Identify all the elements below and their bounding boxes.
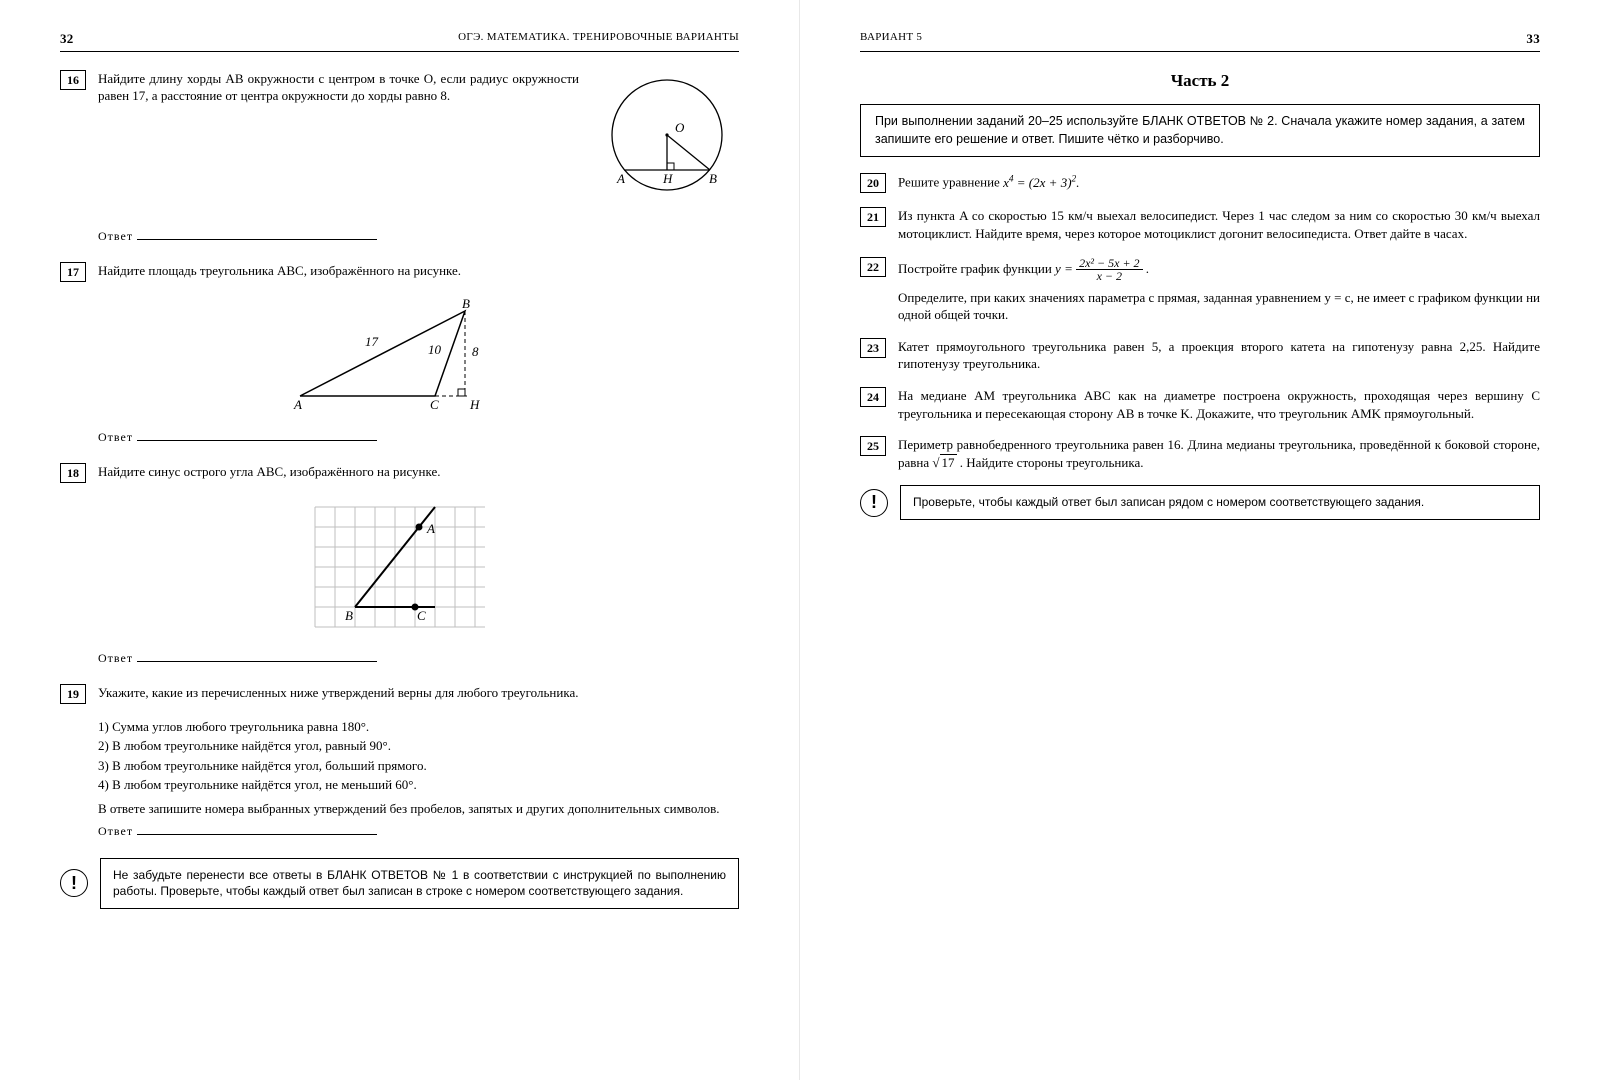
problem-text: Решите уравнение x4 = (2x + 3)2. — [898, 173, 1540, 191]
problem-25: 25 Периметр равнобедренного треугольника… — [860, 436, 1540, 471]
page-right: ВАРИАНТ 5 33 Часть 2 При выполнении зада… — [800, 0, 1600, 1080]
problem-text: Постройте график функции y = 2x² − 5x + … — [898, 257, 1540, 324]
problem-number: 22 — [860, 257, 886, 277]
figure-17: A C B H 17 10 8 — [60, 296, 739, 421]
problem-24: 24 На медиане AM треугольника ABC как на… — [860, 387, 1540, 422]
reminder-box-right: ! Проверьте, чтобы каждый ответ был запи… — [860, 485, 1540, 520]
figure-16: O A B H — [589, 70, 739, 215]
svg-text:C: C — [417, 608, 426, 623]
svg-text:10: 10 — [428, 342, 442, 357]
svg-text:H: H — [469, 397, 480, 412]
exclamation-icon: ! — [860, 489, 888, 517]
problem-number: 21 — [860, 207, 886, 227]
problem-19-statements: 1) Сумма углов любого треугольника равна… — [98, 718, 739, 794]
problem-text: Найдите длину хорды AB окружности с цент… — [98, 70, 579, 105]
problem-17: 17 Найдите площадь треугольника ABC, изо… — [60, 262, 739, 282]
answer-19: Ответ — [98, 823, 739, 839]
problem-text: Катет прямоугольного треугольника равен … — [898, 338, 1540, 373]
problem-21: 21 Из пункта A со скоростью 15 км/ч выех… — [860, 207, 1540, 242]
svg-text:H: H — [662, 171, 673, 186]
problem-text: Найдите синус острого угла ABC, изображё… — [98, 463, 739, 481]
problem-number: 23 — [860, 338, 886, 358]
svg-text:A: A — [293, 397, 302, 412]
problem-number: 18 — [60, 463, 86, 483]
header-left: 32 ОГЭ. МАТЕМАТИКА. ТРЕНИРОВОЧНЫЕ ВАРИАН… — [60, 30, 739, 52]
svg-text:B: B — [462, 296, 470, 311]
svg-text:C: C — [430, 397, 439, 412]
running-head-right: ВАРИАНТ 5 — [860, 30, 922, 48]
problem-16: 16 Найдите длину хорды AB окружности с ц… — [60, 70, 739, 215]
problem-18: 18 Найдите синус острого угла ABC, изобр… — [60, 463, 739, 483]
reminder-text: Проверьте, чтобы каждый ответ был записа… — [900, 485, 1540, 520]
exclamation-icon: ! — [60, 869, 88, 897]
problem-text: Найдите площадь треугольника ABC, изобра… — [98, 262, 739, 280]
reminder-box-left: ! Не забудьте перенести все ответы в БЛА… — [60, 858, 739, 910]
header-right: ВАРИАНТ 5 33 — [860, 30, 1540, 52]
svg-text:A: A — [616, 171, 625, 186]
page-spread: 32 ОГЭ. МАТЕМАТИКА. ТРЕНИРОВОЧНЫЕ ВАРИАН… — [0, 0, 1600, 1080]
part-title: Часть 2 — [860, 70, 1540, 93]
page-number-left: 32 — [60, 30, 74, 48]
page-left: 32 ОГЭ. МАТЕМАТИКА. ТРЕНИРОВОЧНЫЕ ВАРИАН… — [0, 0, 800, 1080]
svg-text:17: 17 — [365, 334, 379, 349]
problem-20: 20 Решите уравнение x4 = (2x + 3)2. — [860, 173, 1540, 193]
svg-text:B: B — [345, 608, 353, 623]
problem-22: 22 Постройте график функции y = 2x² − 5x… — [860, 257, 1540, 324]
answer-18: Ответ — [98, 650, 739, 666]
problem-23: 23 Катет прямоугольного треугольника рав… — [860, 338, 1540, 373]
running-head-left: ОГЭ. МАТЕМАТИКА. ТРЕНИРОВОЧНЫЕ ВАРИАНТЫ — [458, 30, 739, 48]
svg-text:A: A — [426, 521, 435, 536]
reminder-text: Не забудьте перенести все ответы в БЛАНК… — [100, 858, 739, 910]
problem-19: 19 Укажите, какие из перечисленных ниже … — [60, 684, 739, 704]
instruction-box: При выполнении заданий 20–25 используйте… — [860, 104, 1540, 157]
answer-17: Ответ — [98, 429, 739, 445]
problem-text: Из пункта A со скоростью 15 км/ч выехал … — [898, 207, 1540, 242]
problem-text: Периметр равнобедренного треугольника ра… — [898, 436, 1540, 471]
svg-text:O: O — [675, 120, 685, 135]
problem-number: 20 — [860, 173, 886, 193]
answer-16: Ответ — [98, 228, 739, 244]
problem-19-tail: В ответе запишите номера выбранных утвер… — [98, 800, 739, 818]
svg-text:8: 8 — [472, 344, 479, 359]
page-number-right: 33 — [1526, 30, 1540, 48]
problem-text: На медиане AM треугольника ABC как на ди… — [898, 387, 1540, 422]
problem-number: 16 — [60, 70, 86, 90]
problem-text: Укажите, какие из перечисленных ниже утв… — [98, 684, 739, 702]
problem-number: 25 — [860, 436, 886, 456]
figure-18: A B C — [60, 497, 739, 642]
svg-text:B: B — [709, 171, 717, 186]
problem-number: 24 — [860, 387, 886, 407]
problem-number: 17 — [60, 262, 86, 282]
problem-number: 19 — [60, 684, 86, 704]
